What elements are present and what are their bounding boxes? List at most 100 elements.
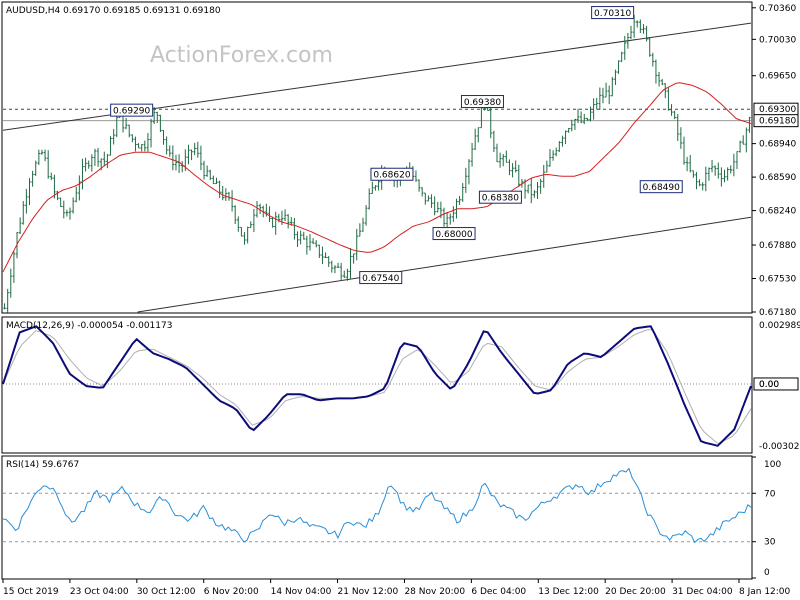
price-annotation: 0.68620: [370, 167, 414, 181]
candle: [53, 174, 56, 199]
candle: [414, 170, 418, 182]
price-annotation: 0.69380: [460, 95, 504, 109]
candle: [464, 167, 468, 193]
candle: [268, 206, 271, 223]
candle: [645, 25, 648, 42]
candle: [283, 209, 287, 221]
y-tick-label: 0.68240: [759, 207, 796, 217]
candle: [467, 159, 471, 185]
price-annotation: 0.70310: [591, 6, 635, 20]
candle: [604, 82, 608, 98]
candle: [427, 195, 430, 202]
candle: [526, 184, 530, 194]
candle: [508, 159, 511, 176]
candle: [473, 128, 477, 150]
candle: [673, 110, 676, 120]
candle: [127, 124, 131, 138]
candle: [106, 154, 109, 169]
x-tick-label: 15 Oct 2019: [3, 587, 59, 597]
candle: [305, 235, 309, 255]
candle: [713, 165, 717, 176]
candle: [729, 165, 733, 174]
rsi-line: [2, 467, 752, 544]
candle: [171, 145, 175, 171]
candle: [180, 161, 184, 173]
candle: [701, 182, 704, 191]
candle: [271, 216, 274, 228]
y-tick-label: 0.68590: [759, 173, 796, 183]
macd-tick-label: -0.003021: [759, 442, 800, 452]
candle: [78, 175, 81, 201]
candle: [65, 209, 69, 217]
candle: [635, 20, 639, 28]
candle: [124, 117, 128, 130]
candle: [280, 210, 284, 225]
candle: [367, 188, 371, 210]
candle: [476, 127, 480, 143]
candle: [657, 71, 661, 87]
candle: [296, 231, 299, 247]
x-tick-label: 8 Jan 12:00: [739, 587, 791, 597]
candle: [685, 156, 689, 172]
trend-line: [137, 216, 752, 313]
candle: [576, 108, 580, 123]
candle: [639, 19, 642, 34]
candle: [208, 169, 212, 181]
candle: [505, 150, 508, 163]
candle: [648, 37, 652, 57]
candle: [205, 165, 209, 177]
candle: [131, 134, 134, 143]
candle: [299, 230, 302, 245]
candle: [529, 177, 533, 204]
y-tick-label: 0.67180: [759, 308, 796, 318]
candle: [34, 160, 38, 176]
candle: [196, 141, 200, 158]
candle: [43, 149, 47, 162]
candle: [595, 97, 599, 110]
candle: [137, 143, 140, 149]
candle: [96, 147, 100, 167]
candle: [308, 234, 312, 251]
macd-badge: [753, 377, 799, 391]
candle: [346, 268, 349, 281]
candle: [50, 172, 53, 181]
candle: [564, 130, 567, 145]
x-tick-label: 13 Dec 12:00: [538, 587, 599, 597]
y-tick-label: 0.70030: [759, 35, 796, 45]
candle: [149, 118, 153, 148]
candle: [586, 117, 589, 121]
candle: [25, 188, 28, 214]
candle: [40, 149, 44, 155]
candle: [716, 162, 720, 179]
candle: [62, 200, 66, 219]
macd-tick-label: 0.00: [759, 380, 779, 390]
candle: [21, 201, 25, 225]
candle: [3, 303, 6, 310]
candle: [442, 207, 446, 227]
candle: [321, 246, 324, 265]
candle: [598, 87, 602, 110]
price-y-axis: 0.70360 0.70030 0.69650 0.69300 0.69180 0.689…: [752, 4, 799, 318]
candle: [152, 106, 156, 124]
candle: [489, 105, 493, 139]
candle: [629, 25, 633, 39]
candle: [430, 194, 433, 208]
candle: [723, 169, 726, 183]
candle: [355, 228, 359, 261]
candle: [218, 180, 221, 198]
candle: [533, 190, 536, 198]
candle: [74, 186, 78, 203]
candle: [87, 160, 91, 169]
candle: [286, 214, 290, 229]
watermark: ActionForex.com: [150, 43, 333, 68]
candle: [710, 160, 714, 173]
candle: [448, 213, 452, 225]
candle: [274, 211, 278, 235]
candle: [237, 216, 240, 232]
price-annotation: 0.68380: [478, 190, 522, 204]
candle: [688, 154, 692, 173]
candle: [470, 142, 474, 167]
candle: [651, 52, 655, 67]
candle: [93, 148, 97, 166]
x-tick-label: 6 Nov 20:00: [204, 587, 259, 597]
